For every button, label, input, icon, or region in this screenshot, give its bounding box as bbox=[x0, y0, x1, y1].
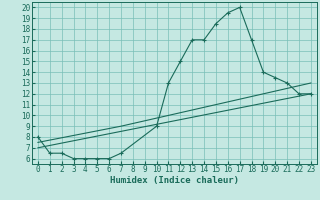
X-axis label: Humidex (Indice chaleur): Humidex (Indice chaleur) bbox=[110, 176, 239, 185]
